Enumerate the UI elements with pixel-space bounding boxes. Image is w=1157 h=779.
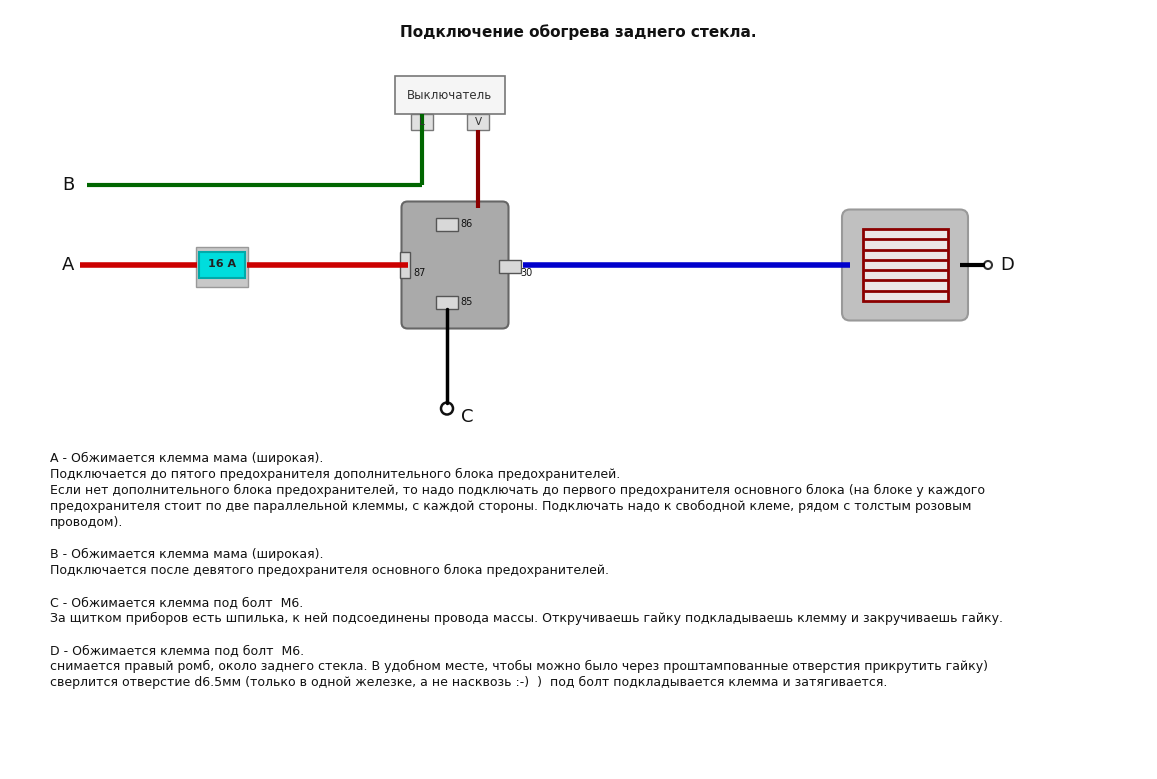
Text: 87: 87 (413, 268, 426, 278)
Bar (399, 252, 410, 278)
FancyBboxPatch shape (395, 76, 504, 114)
Text: проводом).: проводом). (50, 516, 124, 529)
Text: В - Обжимается клемма мама (широкая).: В - Обжимается клемма мама (широкая). (50, 548, 324, 561)
Text: С - Обжимается клемма под болт  М6.: С - Обжимается клемма под болт М6. (50, 596, 303, 609)
Bar (436, 295, 458, 308)
Text: D: D (1000, 256, 1014, 274)
Text: А - Обжимается клемма мама (широкая).: А - Обжимается клемма мама (широкая). (50, 452, 323, 465)
Text: За щитком приборов есть шпилька, к ней подсоединены провода массы. Откручиваешь : За щитком приборов есть шпилька, к ней п… (50, 612, 1003, 625)
Text: Подключение обогрева заднего стекла.: Подключение обогрева заднего стекла. (400, 24, 757, 40)
Bar (467, 114, 489, 130)
Text: 85: 85 (460, 297, 472, 307)
Text: V: V (474, 117, 481, 127)
Text: Выключатель: Выключатель (407, 89, 493, 101)
Text: 16 А: 16 А (208, 259, 236, 269)
Text: D - Обжимается клемма под болт  М6.: D - Обжимается клемма под болт М6. (50, 644, 304, 657)
FancyBboxPatch shape (401, 202, 508, 329)
Bar (199, 252, 245, 278)
Bar (411, 114, 433, 130)
Text: 86: 86 (460, 219, 472, 229)
Text: Подключается после девятого предохранителя основного блока предохранителей.: Подключается после девятого предохраните… (50, 564, 609, 577)
Text: Подключается до пятого предохранителя дополнительного блока предохранителей.: Подключается до пятого предохранителя до… (50, 468, 620, 481)
Text: C: C (460, 407, 473, 425)
Bar (436, 217, 458, 231)
Text: Если нет дополнительного блока предохранителей, то надо подключать до первого пр: Если нет дополнительного блока предохран… (50, 484, 985, 497)
Text: В: В (62, 176, 74, 194)
Text: сверлится отверстие d6.5мм (только в одной железке, а не насквозь :-)  )  под бо: сверлится отверстие d6.5мм (только в одн… (50, 676, 887, 689)
Bar (499, 260, 521, 273)
Text: А: А (62, 256, 74, 274)
Text: снимается правый ромб, около заднего стекла. В удобном месте, чтобы можно было ч: снимается правый ромб, около заднего сте… (50, 660, 988, 673)
Text: L: L (419, 117, 425, 127)
FancyBboxPatch shape (842, 210, 968, 320)
Text: 30: 30 (521, 268, 532, 278)
Bar (862, 229, 948, 301)
Bar (196, 247, 248, 287)
Text: предохранителя стоит по две параллельной клеммы, с каждой стороны. Подключать на: предохранителя стоит по две параллельной… (50, 500, 972, 513)
